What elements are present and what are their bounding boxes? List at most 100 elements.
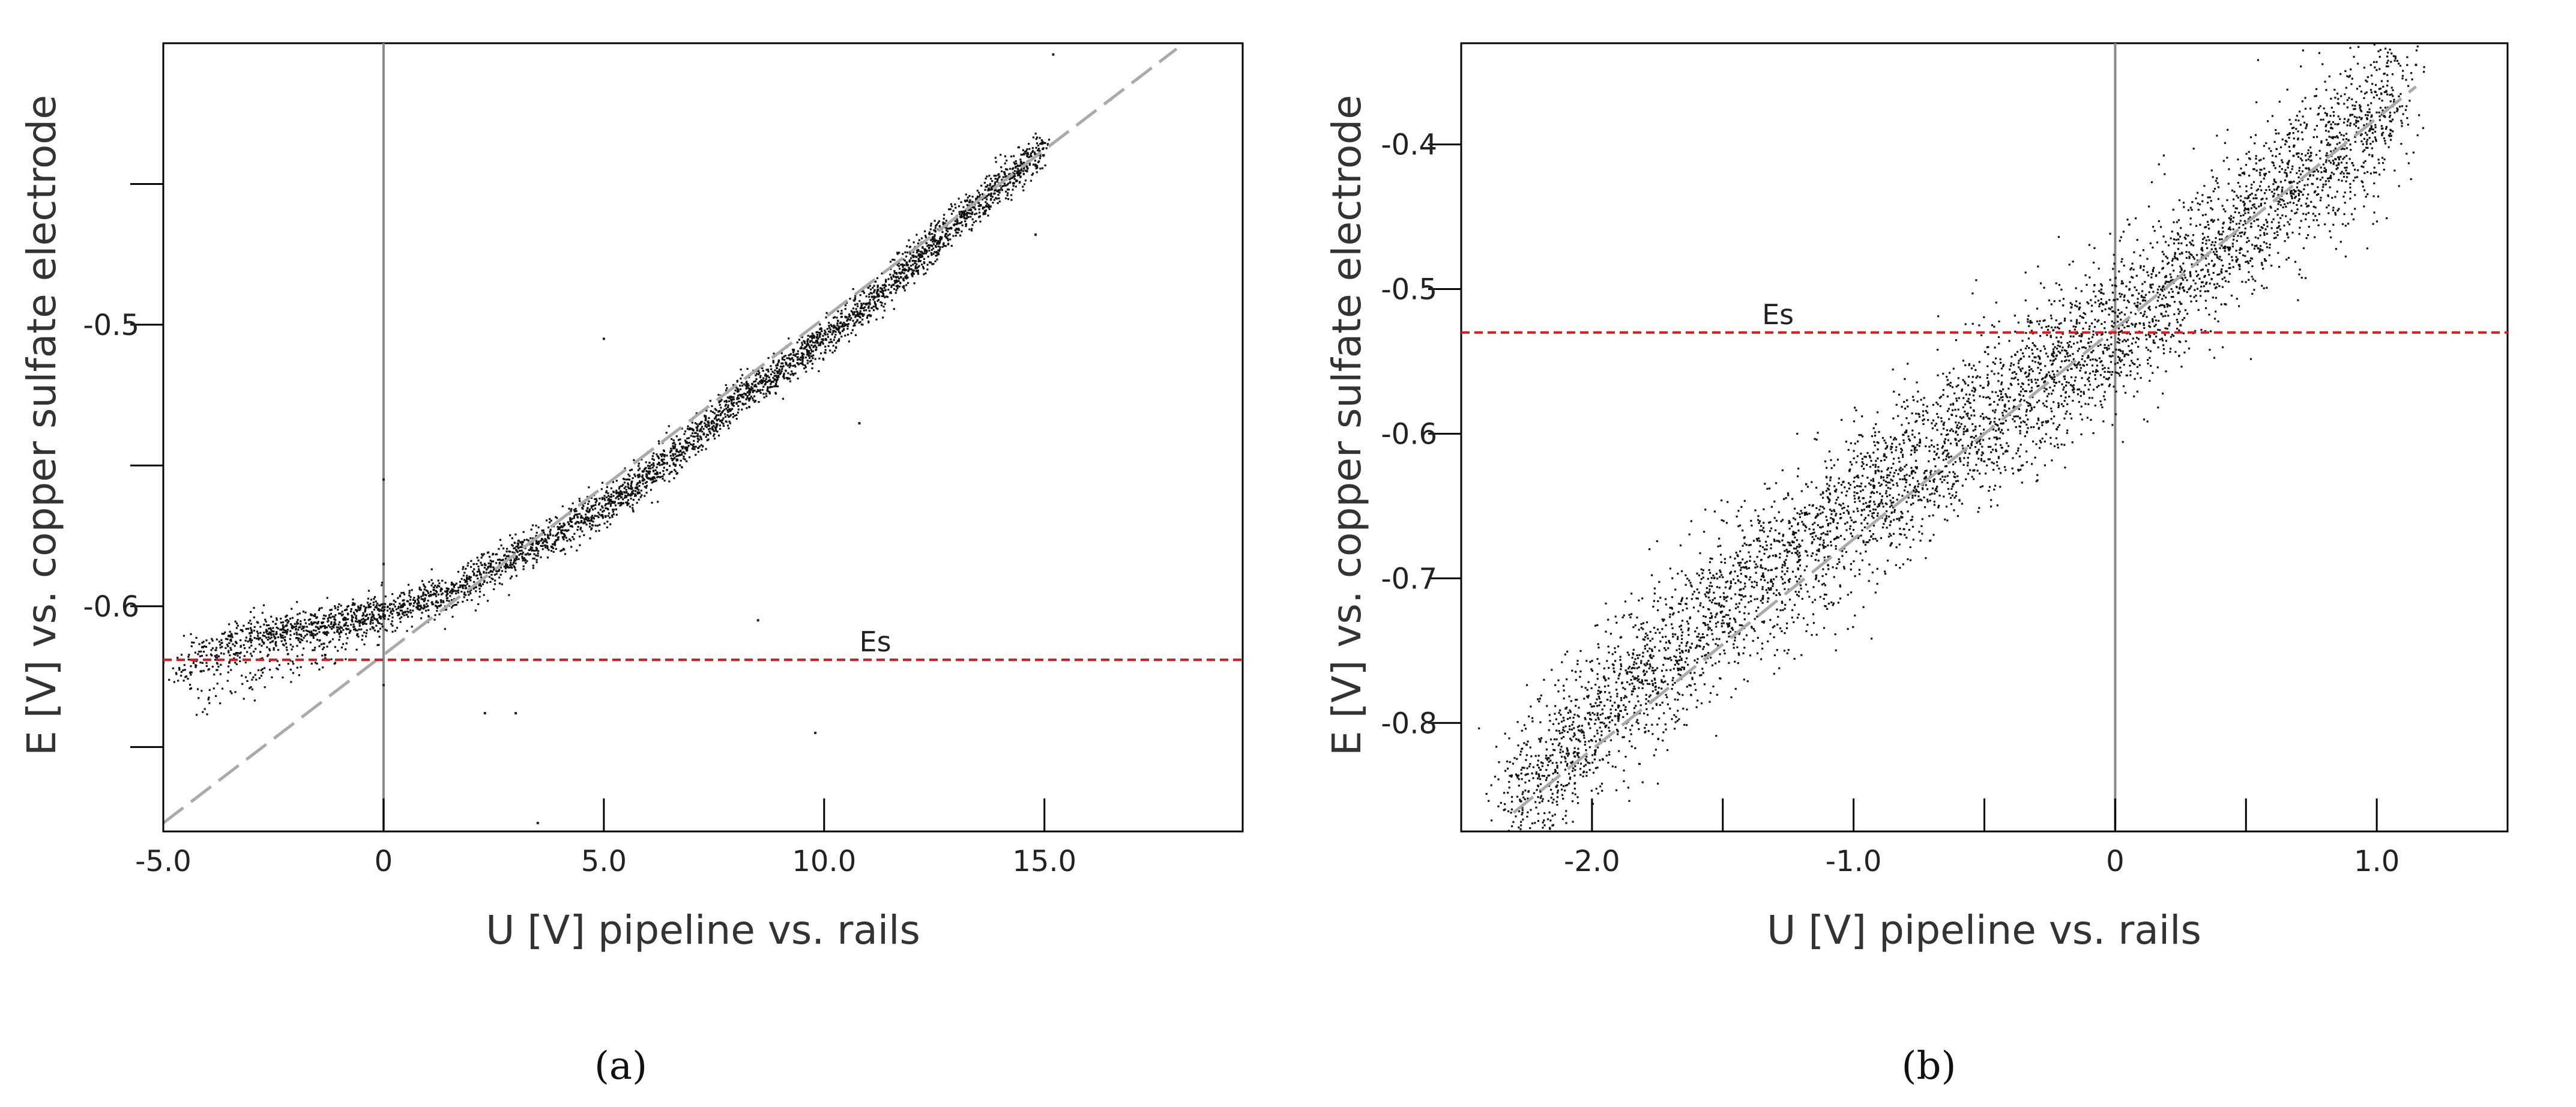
- data-point: [1632, 666, 1634, 669]
- data-point: [991, 186, 994, 188]
- data-point: [1995, 391, 1997, 393]
- data-point: [1723, 605, 1725, 608]
- data-point: [2301, 100, 2303, 103]
- outlier-point: [163, 661, 164, 664]
- data-point: [837, 340, 839, 342]
- data-point: [938, 243, 940, 245]
- data-point: [1955, 397, 1958, 400]
- data-point: [1594, 683, 1597, 686]
- data-point: [2182, 332, 2185, 334]
- data-point: [246, 680, 249, 682]
- data-point: [1025, 152, 1027, 154]
- data-point: [271, 630, 274, 633]
- data-point: [469, 590, 471, 593]
- data-point: [846, 319, 849, 321]
- data-point: [327, 620, 329, 623]
- data-point: [756, 373, 758, 375]
- data-point: [1882, 476, 1884, 478]
- data-point: [235, 652, 238, 654]
- data-point: [302, 611, 304, 613]
- data-point: [834, 349, 836, 352]
- data-point: [800, 346, 803, 348]
- data-point: [796, 362, 798, 364]
- data-point: [561, 526, 564, 528]
- data-point: [2293, 146, 2295, 148]
- data-point: [2290, 181, 2292, 183]
- data-point: [884, 303, 886, 305]
- data-point: [968, 228, 971, 231]
- data-point: [746, 395, 749, 397]
- data-point: [2040, 369, 2042, 371]
- data-point: [797, 350, 799, 352]
- data-point: [309, 618, 312, 621]
- data-point: [785, 362, 788, 364]
- data-point: [1775, 554, 1777, 557]
- data-point: [1961, 502, 1963, 505]
- data-point: [727, 406, 729, 408]
- data-point: [952, 210, 955, 212]
- data-point: [776, 376, 778, 378]
- data-point: [806, 362, 809, 364]
- data-point: [2030, 379, 2033, 381]
- data-point: [928, 244, 930, 246]
- data-point: [720, 406, 722, 409]
- data-point: [849, 298, 851, 300]
- data-point: [216, 662, 218, 664]
- fit-line: [163, 47, 1178, 824]
- data-point: [1787, 567, 1789, 569]
- data-point: [1770, 588, 1772, 591]
- data-point: [617, 498, 620, 500]
- data-point: [2245, 190, 2248, 193]
- data-point: [1591, 761, 1594, 764]
- data-point: [878, 298, 880, 301]
- data-point: [961, 230, 963, 233]
- data-point: [323, 614, 325, 617]
- data-point: [334, 662, 337, 664]
- data-point: [355, 618, 358, 620]
- data-point: [2054, 358, 2057, 360]
- data-point: [1850, 516, 1852, 519]
- data-point: [511, 564, 514, 566]
- data-point: [968, 212, 971, 215]
- data-point: [313, 649, 316, 651]
- data-point: [498, 547, 500, 550]
- data-point: [2259, 249, 2261, 252]
- data-point: [923, 261, 925, 264]
- data-point: [369, 621, 372, 623]
- data-point: [1571, 761, 1574, 763]
- data-point: [234, 691, 237, 693]
- data-point: [662, 453, 664, 456]
- data-point: [819, 324, 821, 326]
- data-point: [638, 498, 640, 501]
- data-point: [472, 563, 475, 566]
- data-point: [925, 252, 928, 255]
- data-point: [856, 314, 858, 316]
- data-point: [2379, 87, 2382, 90]
- data-point: [2398, 62, 2400, 65]
- data-point: [636, 491, 639, 493]
- data-point: [852, 319, 854, 322]
- data-point: [1994, 484, 1997, 487]
- data-point: [542, 529, 544, 532]
- data-point: [463, 579, 466, 581]
- data-point: [356, 629, 358, 632]
- data-point: [697, 425, 699, 427]
- data-point: [357, 635, 360, 638]
- data-point: [287, 663, 289, 665]
- y-tick-label: -0.5: [83, 309, 139, 342]
- data-point: [942, 223, 944, 226]
- data-point: [1980, 459, 1983, 462]
- data-point: [348, 632, 351, 634]
- data-point: [441, 588, 443, 591]
- data-point: [2147, 358, 2149, 361]
- data-point: [1700, 568, 1703, 570]
- data-point: [1030, 152, 1032, 155]
- data-point: [669, 454, 672, 457]
- data-point: [947, 230, 949, 233]
- data-point: [315, 621, 317, 624]
- data-point: [599, 497, 601, 499]
- data-point: [569, 538, 571, 540]
- data-point: [615, 508, 617, 511]
- data-point: [740, 378, 742, 380]
- data-point: [1866, 522, 1869, 525]
